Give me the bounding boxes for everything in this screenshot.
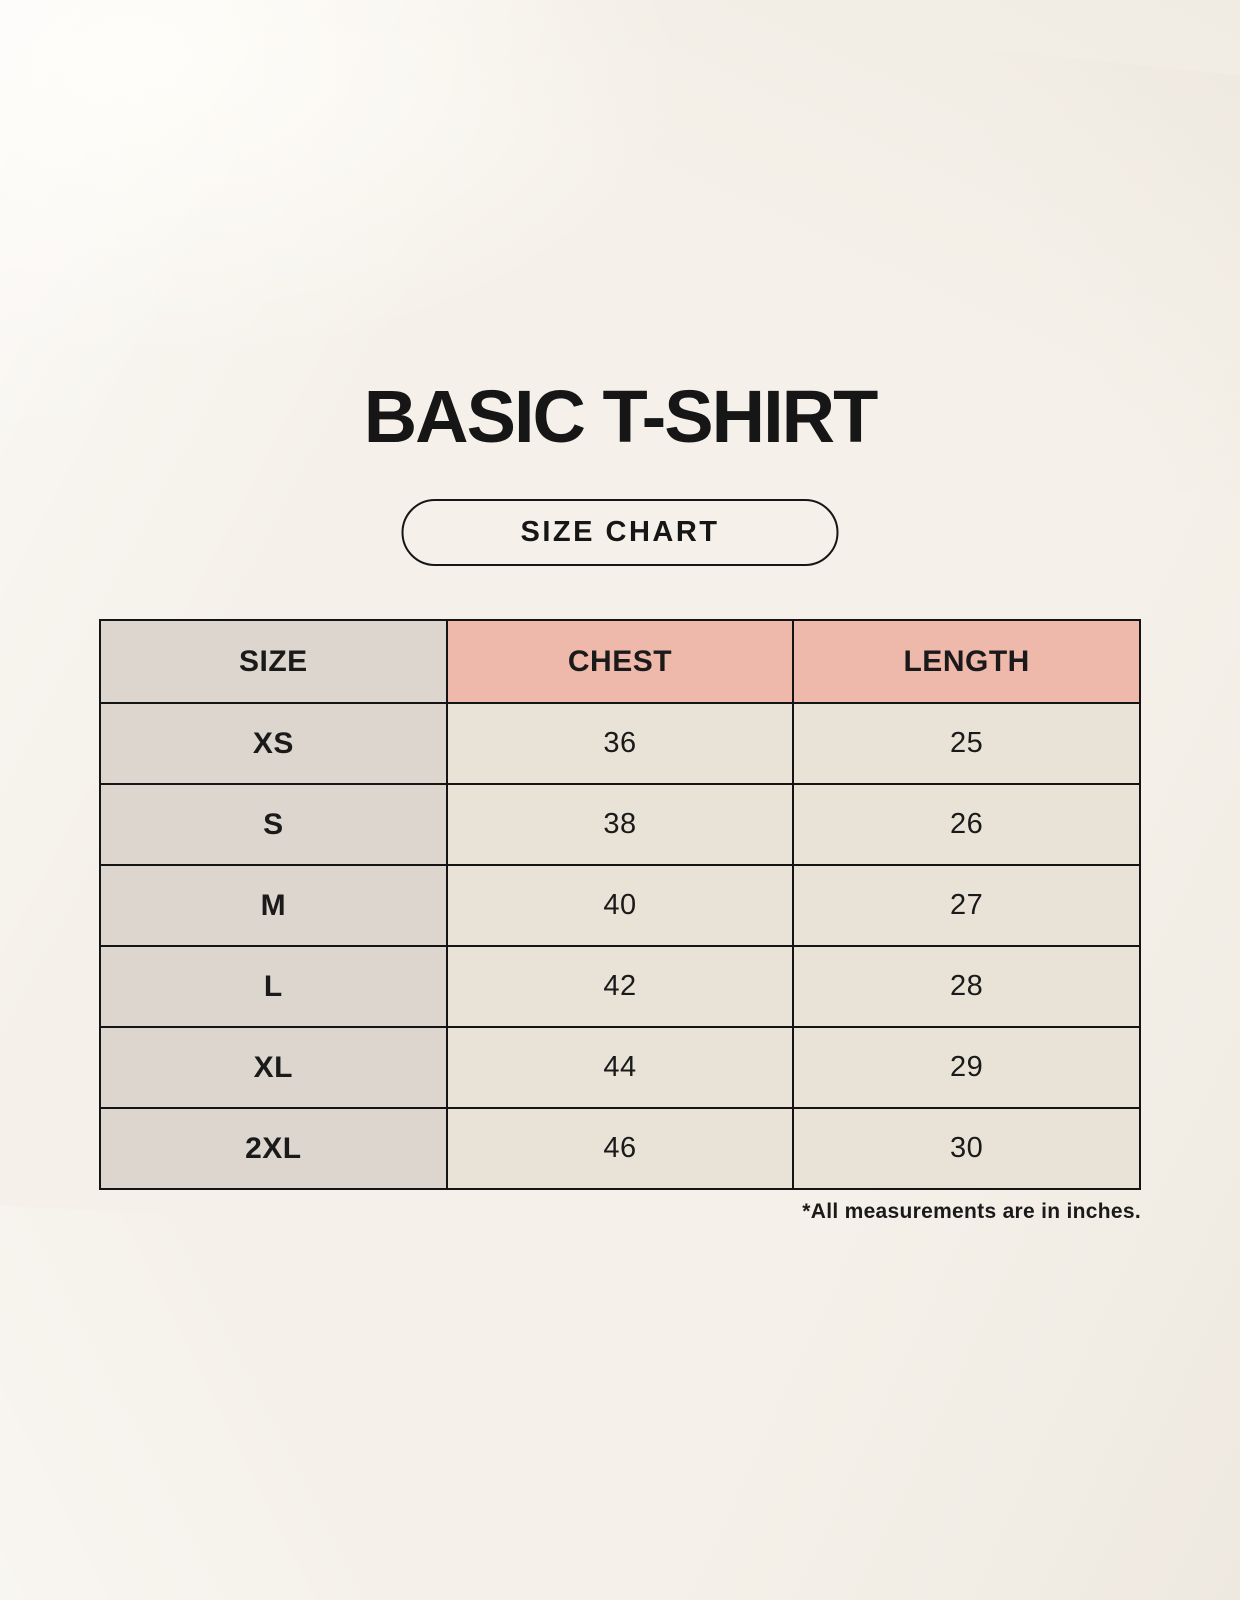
size-cell: XS — [99, 702, 448, 785]
chest-cell: 42 — [445, 945, 795, 1028]
chest-cell: 40 — [445, 864, 795, 947]
column-header-chest: CHEST — [445, 619, 795, 704]
length-cell: 25 — [792, 702, 1141, 785]
measurements-footnote: *All measurements are in inches. — [802, 1200, 1141, 1223]
table-row: 2XL 46 30 — [99, 1107, 1141, 1190]
table-row: L 42 28 — [99, 945, 1141, 1028]
fabric-fold-highlight — [0, 0, 738, 431]
column-header-size: SIZE — [99, 619, 448, 704]
table-row: M 40 27 — [99, 864, 1141, 947]
length-cell: 27 — [792, 864, 1141, 947]
fabric-fold-highlight-bottom — [0, 1198, 692, 1600]
page-title: BASIC T-SHIRT — [363, 374, 879, 458]
chest-cell: 44 — [445, 1026, 795, 1109]
chest-cell: 46 — [445, 1107, 795, 1190]
size-chart-button[interactable]: SIZE CHART — [401, 499, 839, 566]
chest-cell: 38 — [445, 783, 795, 866]
length-cell: 29 — [792, 1026, 1141, 1109]
length-cell: 30 — [792, 1107, 1141, 1190]
table-row: S 38 26 — [99, 783, 1141, 866]
size-cell: S — [99, 783, 448, 866]
size-cell: XL — [99, 1026, 448, 1109]
length-cell: 28 — [792, 945, 1141, 1028]
chest-cell: 36 — [445, 702, 795, 785]
size-table-header: SIZE CHEST LENGTH — [99, 619, 1141, 704]
size-cell: 2XL — [99, 1107, 448, 1190]
size-cell: M — [99, 864, 448, 947]
size-table-body: XS 36 25 S 38 26 M 40 27 L 42 28 XL 44 2… — [99, 702, 1141, 1190]
length-cell: 26 — [792, 783, 1141, 866]
size-cell: L — [99, 945, 448, 1028]
column-header-length: LENGTH — [792, 619, 1141, 704]
header-row: SIZE CHEST LENGTH — [99, 619, 1141, 704]
table-row: XS 36 25 — [99, 702, 1141, 785]
table-row: XL 44 29 — [99, 1026, 1141, 1109]
size-table: SIZE CHEST LENGTH XS 36 25 S 38 26 M 40 … — [99, 619, 1141, 1190]
